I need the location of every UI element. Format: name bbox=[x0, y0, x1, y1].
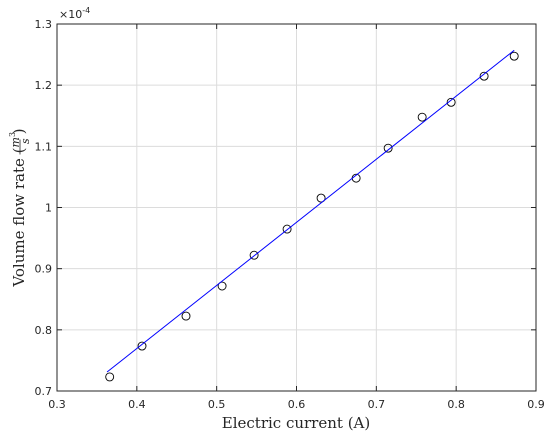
data-point bbox=[181, 311, 191, 321]
x-tick-label: 0.3 bbox=[48, 398, 66, 411]
data-point bbox=[479, 71, 489, 81]
y-label-num-exp: 3 bbox=[8, 132, 17, 137]
fit-line bbox=[106, 49, 515, 373]
y-axis-label-text: Volume flow rate (m3s) bbox=[8, 128, 32, 287]
data-point bbox=[417, 112, 427, 122]
y-label-fraction: m3s bbox=[8, 132, 32, 148]
y-label-num: m bbox=[9, 137, 22, 147]
x-tick-label: 0.7 bbox=[368, 398, 386, 411]
y-tick-label: 0.9 bbox=[35, 263, 53, 276]
y-tick-label: 0.8 bbox=[35, 324, 53, 337]
x-tick-label: 0.5 bbox=[208, 398, 226, 411]
y-multiplier-base: ×10 bbox=[59, 8, 82, 21]
y-label-prefix: Volume flow rate ( bbox=[10, 147, 28, 287]
x-axis-label: Electric current (A) bbox=[222, 414, 370, 432]
y-tick-label: 1.1 bbox=[35, 140, 53, 153]
data-point bbox=[137, 341, 147, 351]
y-label-den: s bbox=[19, 138, 32, 144]
y-multiplier: ×10-4 bbox=[59, 6, 90, 21]
data-point bbox=[282, 224, 292, 234]
data-point bbox=[509, 51, 519, 61]
y-label-suffix: ) bbox=[10, 128, 28, 134]
data-point bbox=[383, 143, 393, 153]
y-tick-label: 0.7 bbox=[35, 385, 53, 398]
data-point bbox=[316, 193, 326, 203]
y-multiplier-exponent: -4 bbox=[82, 6, 90, 15]
x-tick-label: 0.4 bbox=[128, 398, 146, 411]
x-tick-label: 0.8 bbox=[447, 398, 465, 411]
data-point bbox=[249, 250, 259, 260]
y-tick-label: 1.2 bbox=[35, 79, 53, 92]
data-point bbox=[217, 281, 227, 291]
data-point bbox=[105, 372, 115, 382]
x-tick-label: 0.9 bbox=[527, 398, 545, 411]
y-axis-label: Volume flow rate (m3s) bbox=[8, 128, 32, 287]
y-tick-label: 1.3 bbox=[35, 18, 53, 31]
data-point bbox=[446, 97, 456, 107]
x-tick-label: 0.6 bbox=[288, 398, 306, 411]
y-tick-label: 1 bbox=[45, 202, 52, 215]
